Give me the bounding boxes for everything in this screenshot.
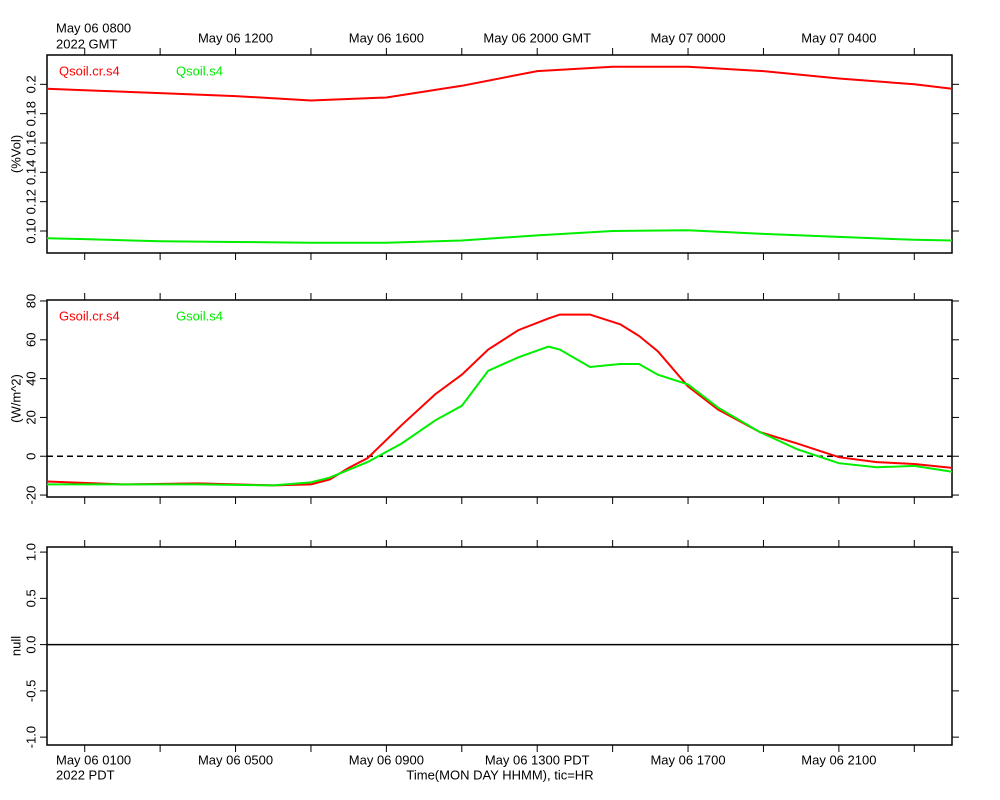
y-tick-label: 0.18 <box>23 101 38 126</box>
series-line <box>47 345 953 487</box>
plot-frame <box>46 54 953 254</box>
y-tick-label: 80 <box>23 294 38 308</box>
series-line <box>46 65 953 102</box>
x-tick-label: May 07 0400 <box>801 30 876 45</box>
y-tick-label: 0.14 <box>23 160 38 185</box>
y-tick-label: 0.10 <box>23 218 38 243</box>
legend-label: Gsoil.cr.s4 <box>59 308 120 323</box>
y-tick-label: 1.0 <box>23 543 38 561</box>
y-tick-label: 60 <box>23 333 38 347</box>
y-tick-label: 40 <box>23 371 38 385</box>
series-line <box>46 313 953 487</box>
x-tick-label: May 06 0900 <box>349 752 424 767</box>
y-axis-label: (%Vol) <box>8 135 23 173</box>
plot-frame <box>46 299 953 498</box>
x-tick-label: May 06 1700 <box>650 752 725 767</box>
x-tick-label: May 06 2000 GMT <box>483 30 591 45</box>
x-tick-label: May 06 0100 <box>56 752 131 767</box>
plot-frame <box>46 546 953 746</box>
y-tick-label: -0.5 <box>23 680 38 702</box>
x-tick-label: May 06 0500 <box>198 752 273 767</box>
series-line <box>46 229 953 244</box>
y-axis-label: null <box>8 636 23 656</box>
y-tick-label: 0.5 <box>23 589 38 607</box>
y-tick-label: 20 <box>23 410 38 424</box>
y-tick-label: 0.2 <box>23 75 38 93</box>
x-axis-label: Time(MON DAY HHMM), tic=HR <box>406 767 593 782</box>
x-tick-label: May 06 1200 <box>198 30 273 45</box>
y-tick-label: 0.0 <box>23 636 38 654</box>
legend-label: Gsoil.s4 <box>176 308 223 323</box>
y-tick-label: 0 <box>23 453 38 460</box>
x-tick-label: May 07 0000 <box>650 30 725 45</box>
x-tick-label: May 06 1300 PDT <box>485 752 590 767</box>
x-axis-note: 2022 GMT <box>56 36 117 51</box>
y-tick-label: 0.16 <box>23 130 38 155</box>
x-tick-label: May 06 2100 <box>801 752 876 767</box>
legend-label: Qsoil.cr.s4 <box>59 63 120 78</box>
legend-label: Qsoil.s4 <box>176 63 223 78</box>
y-axis-label: (W/m^2) <box>8 374 23 423</box>
x-tick-label: May 06 1600 <box>349 30 424 45</box>
x-axis-note: 2022 PDT <box>56 767 115 782</box>
y-tick-label: -20 <box>23 486 38 505</box>
y-tick-label: -1.0 <box>23 726 38 748</box>
x-tick-label: May 06 0800 <box>56 20 131 35</box>
y-tick-label: 0.12 <box>23 189 38 214</box>
